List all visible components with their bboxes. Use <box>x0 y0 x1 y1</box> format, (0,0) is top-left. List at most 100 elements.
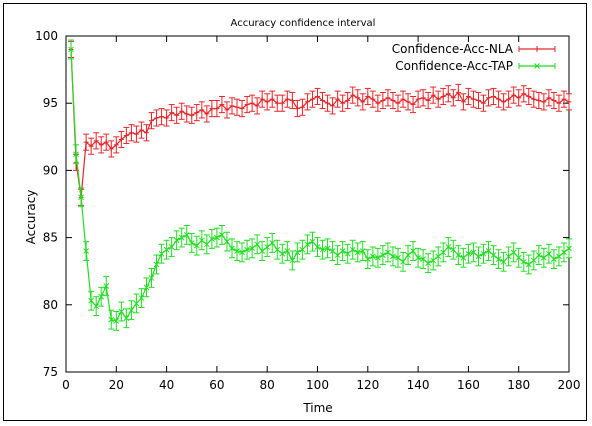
data-point <box>505 253 512 260</box>
data-point <box>490 252 497 258</box>
data-point <box>329 248 336 254</box>
data-point <box>566 245 572 252</box>
data-point <box>239 249 245 256</box>
data-point <box>254 241 260 248</box>
data-point <box>551 256 557 262</box>
data-point <box>229 245 235 252</box>
data-point <box>556 253 562 260</box>
data-point <box>380 252 386 258</box>
data-point <box>435 253 442 260</box>
data-point <box>284 248 291 254</box>
data-point <box>269 240 276 246</box>
data-point <box>259 248 266 254</box>
chart-title: Accuracy confidence interval <box>231 18 376 29</box>
x-tick-label: 180 <box>507 378 530 392</box>
data-point <box>73 151 79 158</box>
data-point <box>546 250 552 257</box>
data-point <box>299 246 306 253</box>
data-point <box>133 300 140 307</box>
data-point <box>344 250 351 257</box>
data-point <box>113 318 120 324</box>
x-tick-label: 200 <box>558 378 581 392</box>
data-point <box>475 253 482 260</box>
y-tick-label: 90 <box>43 163 58 177</box>
data-point <box>98 293 105 300</box>
data-point <box>535 252 542 258</box>
data-point <box>319 246 326 253</box>
data-point <box>369 253 376 260</box>
data-point <box>143 284 150 291</box>
data-point <box>455 252 462 258</box>
plot-area <box>65 35 570 373</box>
data-point <box>400 258 406 265</box>
data-point <box>138 295 145 301</box>
data-point <box>279 250 286 257</box>
data-point <box>480 250 487 257</box>
data-point <box>420 256 426 262</box>
x-tick-label: 140 <box>407 378 430 392</box>
data-point <box>153 261 160 268</box>
data-point <box>234 248 240 254</box>
data-point <box>349 246 356 253</box>
data-point <box>405 252 411 258</box>
data-point <box>364 256 371 262</box>
data-point <box>68 46 74 53</box>
data-point <box>93 303 100 309</box>
x-tick-label: 160 <box>457 378 480 392</box>
axes: 0 20 40 60 80 100 120 140 160 180 200 75 80 85 90 95 100 <box>35 29 580 392</box>
data-point <box>515 254 522 261</box>
data-point <box>198 237 205 244</box>
series-layer <box>68 39 572 331</box>
legend-marker <box>534 63 540 69</box>
series-line <box>70 49 570 322</box>
x-tick-label: 0 <box>62 378 70 392</box>
chart-frame <box>3 3 587 421</box>
data-point <box>158 250 165 257</box>
data-point <box>385 249 391 256</box>
data-point <box>193 242 200 249</box>
data-point <box>118 308 125 315</box>
data-point <box>128 307 135 314</box>
data-point <box>103 283 110 289</box>
data-point <box>485 248 492 254</box>
data-point <box>78 194 84 201</box>
data-point <box>224 238 230 245</box>
data-point <box>440 249 447 256</box>
data-point <box>219 232 225 238</box>
data-point <box>425 260 432 266</box>
data-point <box>178 234 185 241</box>
series-confidence-acc-nla <box>68 40 572 206</box>
data-point <box>173 237 180 244</box>
data-point <box>495 256 502 262</box>
data-point <box>304 241 311 248</box>
data-point <box>324 245 331 252</box>
data-point <box>460 254 467 261</box>
data-point <box>188 240 195 246</box>
data-point <box>334 252 341 258</box>
data-point <box>83 248 89 254</box>
data-point <box>430 257 437 264</box>
data-point <box>168 244 175 250</box>
x-tick-label: 20 <box>109 378 124 392</box>
data-point <box>289 257 296 264</box>
legend-label: Confidence-Acc-TAP <box>395 59 513 73</box>
data-point <box>309 238 316 245</box>
x-tick-label: 120 <box>356 378 379 392</box>
y-tick-label: 85 <box>43 231 58 245</box>
data-point <box>274 246 281 253</box>
x-tick-label: 80 <box>260 378 275 392</box>
data-point <box>520 258 527 265</box>
data-point <box>415 254 421 261</box>
data-point <box>390 253 396 260</box>
data-point <box>465 250 472 257</box>
data-point <box>183 232 190 238</box>
data-point <box>561 249 567 256</box>
data-point <box>359 248 366 254</box>
data-point <box>445 244 452 250</box>
data-point <box>163 246 170 253</box>
data-point <box>88 297 95 304</box>
data-point <box>354 249 361 256</box>
data-point <box>510 249 517 256</box>
data-point <box>294 249 301 256</box>
data-point <box>148 275 155 281</box>
